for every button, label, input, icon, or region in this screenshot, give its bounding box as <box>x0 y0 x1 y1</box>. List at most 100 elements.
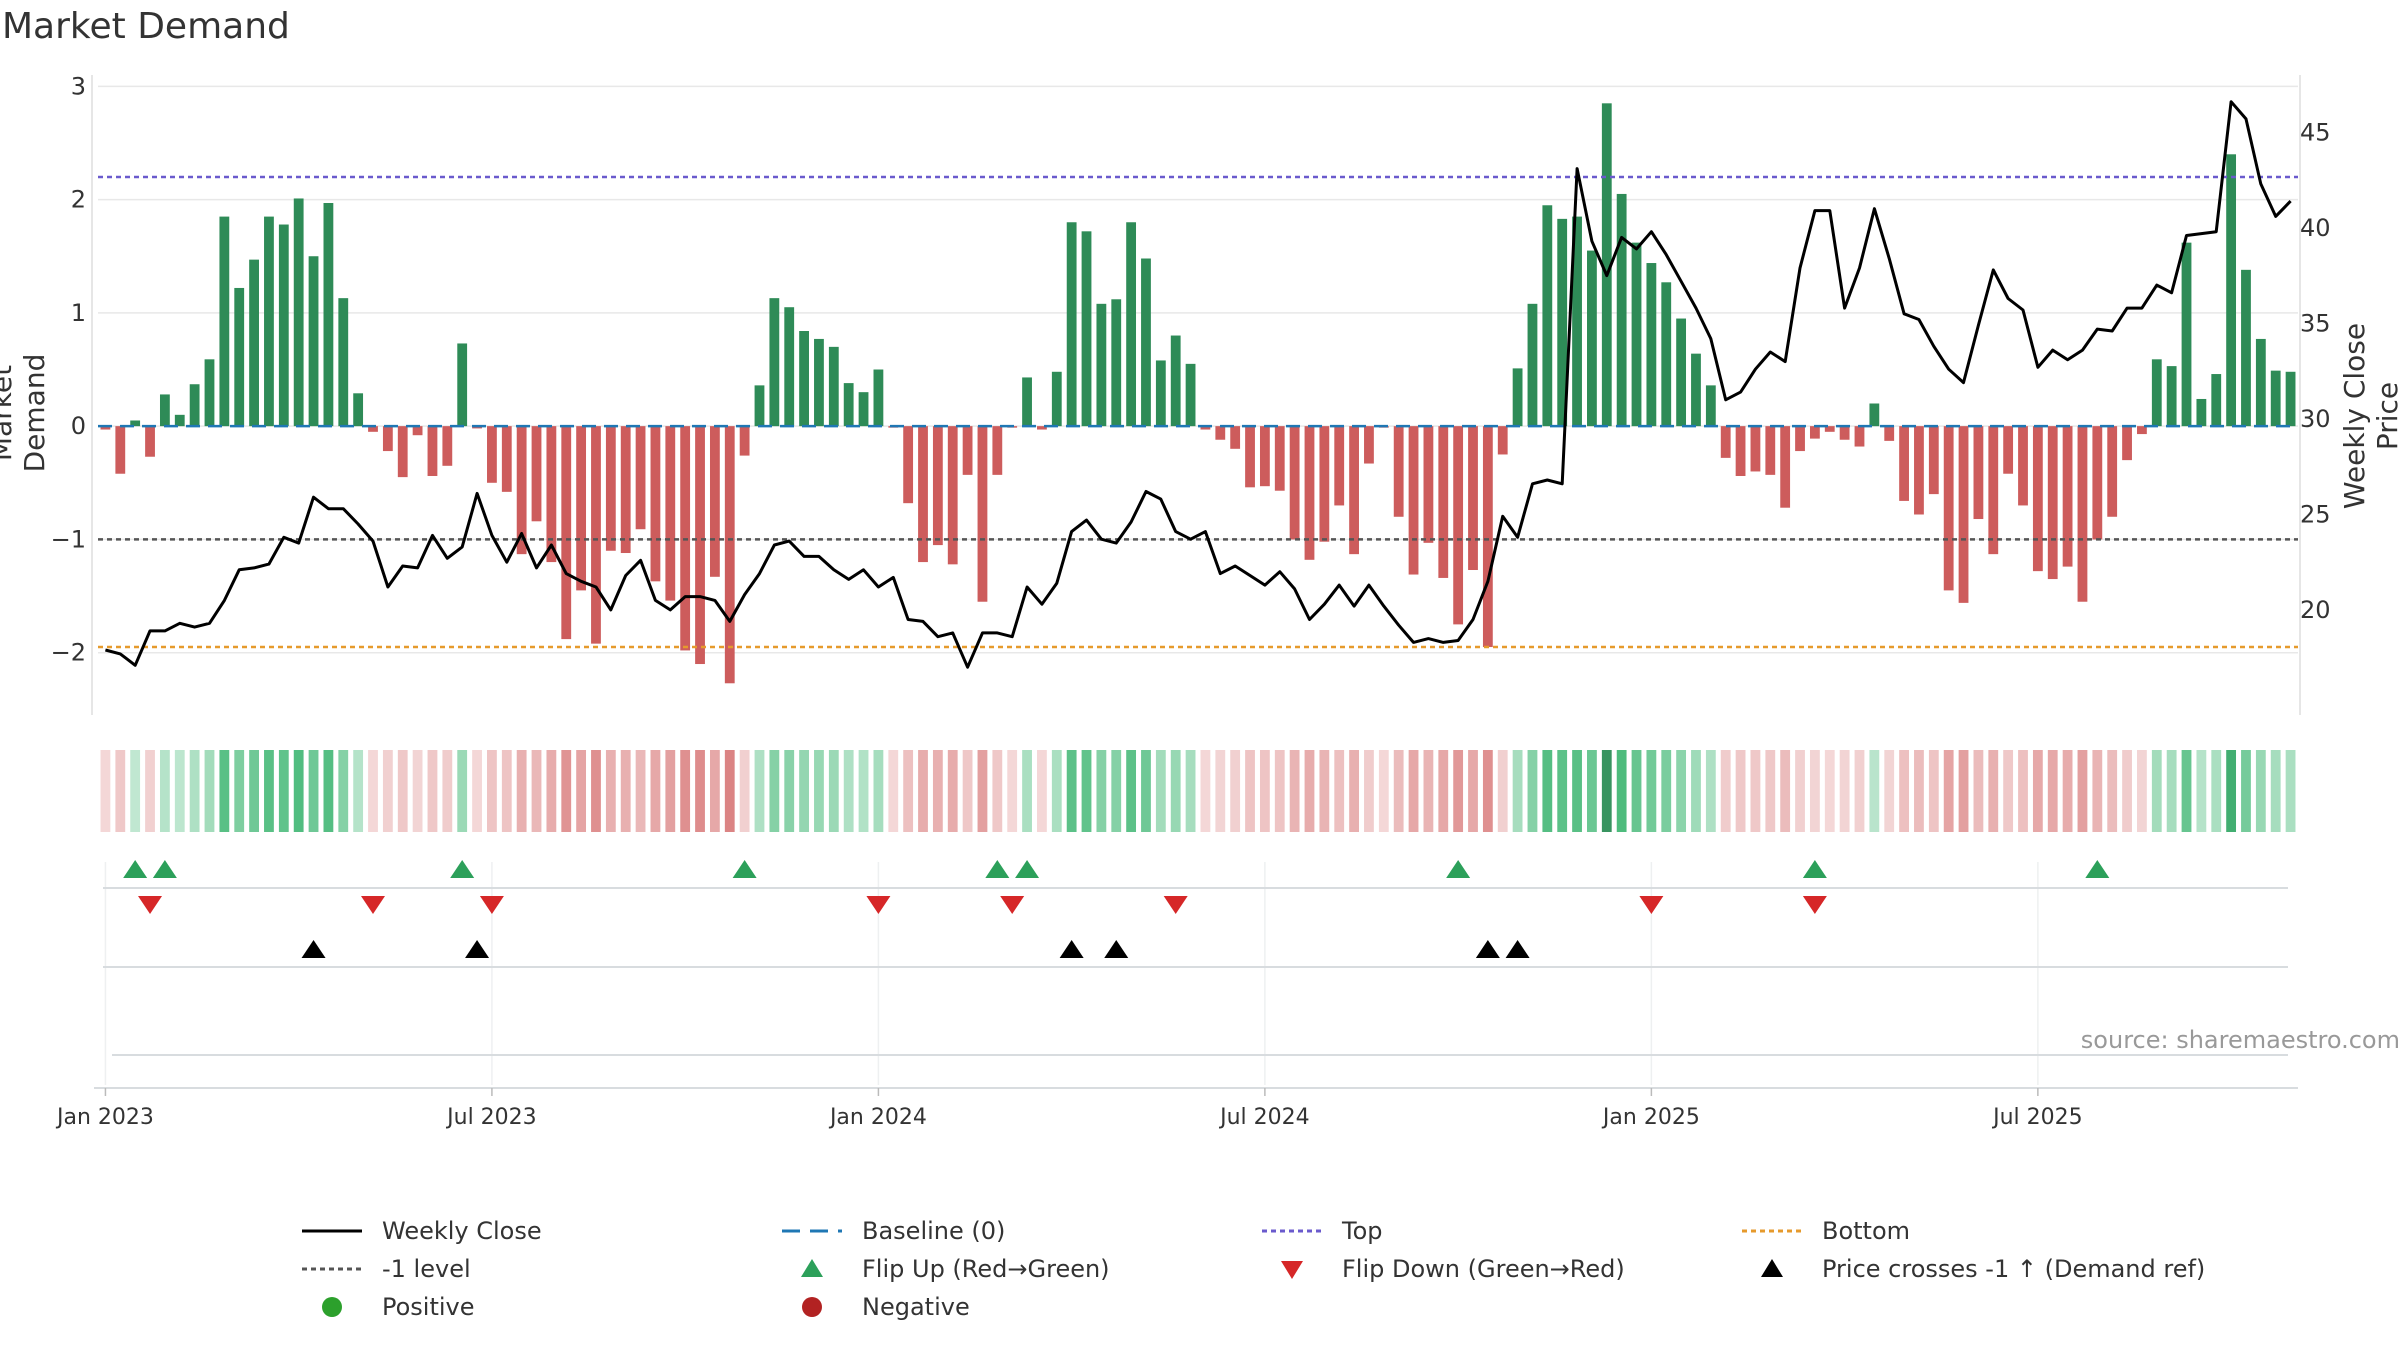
heat-cell <box>1111 750 1122 832</box>
heat-cell <box>1453 750 1464 832</box>
negative-demand-bar <box>412 426 423 436</box>
chart-title: Market Demand <box>2 6 290 47</box>
flip-up-marker <box>450 860 475 878</box>
negative-demand-bar <box>1973 426 1984 520</box>
heat-cell <box>2241 750 2251 832</box>
heat-cell <box>2003 750 2014 832</box>
heat-cell <box>799 750 809 832</box>
positive-demand-bar <box>1631 242 1642 427</box>
heat-cell <box>2270 750 2281 832</box>
x-axis: Jan 2023 Jul 2023 Jan 2024 Jul 2024 Jan 2025… <box>55 1054 2298 1130</box>
positive-demand-bar <box>799 331 809 427</box>
y2-tick-label: 40 <box>2300 214 2331 242</box>
heat-cell <box>1542 750 1553 832</box>
negative-demand-bar <box>1037 426 1047 430</box>
negative-demand-bar <box>1928 426 1939 495</box>
negative-demand-bar <box>1943 426 1954 591</box>
positive-demand-bar <box>1066 222 1077 427</box>
heat-cell <box>1230 750 1241 832</box>
positive-demand-bar <box>2151 359 2162 427</box>
heat-cell <box>1824 750 1835 832</box>
x-tick-label: Jul 2023 <box>445 1105 537 1130</box>
heat-cell <box>1364 750 1374 832</box>
negative-demand-bar <box>2062 426 2073 567</box>
heat-cell <box>115 750 126 832</box>
negative-demand-bar <box>724 426 735 684</box>
negative-demand-bar <box>1200 426 1211 430</box>
heat-cell <box>903 750 914 832</box>
heat-cell <box>1408 750 1419 832</box>
heat-cell <box>1720 750 1731 832</box>
heat-cell <box>1423 750 1434 832</box>
flip-down-marker <box>866 896 891 914</box>
positive-demand-bar <box>769 298 780 427</box>
positive-demand-bar <box>204 359 215 427</box>
heat-cell <box>427 750 438 832</box>
negative-demand-bar <box>1824 426 1835 432</box>
heat-cell <box>130 750 141 832</box>
negative-demand-bar <box>397 426 408 478</box>
heat-cell <box>501 750 512 832</box>
negative-demand-bar <box>1988 426 1999 555</box>
positive-demand-bar <box>2166 366 2177 427</box>
legend-label: Flip Up (Red→Green) <box>862 1255 1110 1283</box>
heat-cell <box>1750 750 1761 832</box>
positive-demand-bar <box>1705 385 1716 427</box>
heat-cell <box>1081 750 1092 832</box>
heat-cell <box>724 750 735 832</box>
positive-demand-bar <box>234 287 245 427</box>
heat-cell <box>591 750 601 832</box>
flip-up-marker <box>152 860 177 878</box>
positive-demand-bar <box>353 393 364 427</box>
negative-demand-bar <box>1423 426 1434 543</box>
heat-cell <box>1274 750 1285 832</box>
heat-cell <box>992 750 1003 832</box>
negative-demand-bar <box>591 426 601 644</box>
heat-cell <box>1482 750 1493 832</box>
heat-cell <box>531 750 542 832</box>
reference-levels <box>98 175 2298 649</box>
heat-cell <box>1468 750 1478 832</box>
y-tick-label: 1 <box>71 299 86 327</box>
positive-demand-bar <box>1111 299 1122 427</box>
legend-item-weekly-close: Weekly Close <box>300 1213 542 1249</box>
negative-demand-bar <box>2137 426 2147 435</box>
heat-cell <box>234 750 245 832</box>
heat-cell <box>1676 750 1687 832</box>
negative-demand-bar <box>1215 426 1226 440</box>
heat-cell <box>189 750 200 832</box>
positive-demand-bar <box>858 392 869 427</box>
price-cross-marker <box>1059 940 1084 958</box>
negative-demand-bar <box>561 426 572 640</box>
x-tick-label: Jan 2025 <box>1601 1105 1700 1130</box>
heat-cell <box>1289 750 1300 832</box>
negative-demand-bar <box>145 426 155 457</box>
positive-demand-bar <box>338 298 349 427</box>
positive-demand-bar <box>1869 403 1880 427</box>
y2-tick-label: 35 <box>2300 309 2331 337</box>
positive-demand-bar <box>1542 205 1553 427</box>
heat-cell <box>962 750 973 832</box>
positive-demand-bar <box>1081 231 1092 427</box>
heat-cell <box>293 750 304 832</box>
heat-cell <box>2181 750 2192 832</box>
positive-demand-bar <box>784 307 795 427</box>
heat-cell <box>1304 750 1315 832</box>
heat-cell <box>308 750 319 832</box>
negative-demand-bar <box>2122 426 2132 461</box>
positive-demand-bar <box>1616 193 1627 427</box>
heat-cell <box>338 750 349 832</box>
heat-cell <box>2062 750 2073 832</box>
negative-demand-bar <box>695 426 705 665</box>
heat-cell <box>1185 750 1196 832</box>
negative-demand-bar <box>427 426 438 476</box>
heat-cell <box>739 750 750 832</box>
demand-bars <box>100 103 2296 684</box>
negative-demand-bar <box>382 426 393 452</box>
flip-up-marker <box>123 860 148 878</box>
heat-cell <box>650 750 661 832</box>
negative-demand-bar <box>1780 426 1791 508</box>
circle-icon <box>322 1297 342 1317</box>
axes-layer: −2 −1 0 1 2 3 20 25 30 35 40 45 <box>51 72 2331 715</box>
